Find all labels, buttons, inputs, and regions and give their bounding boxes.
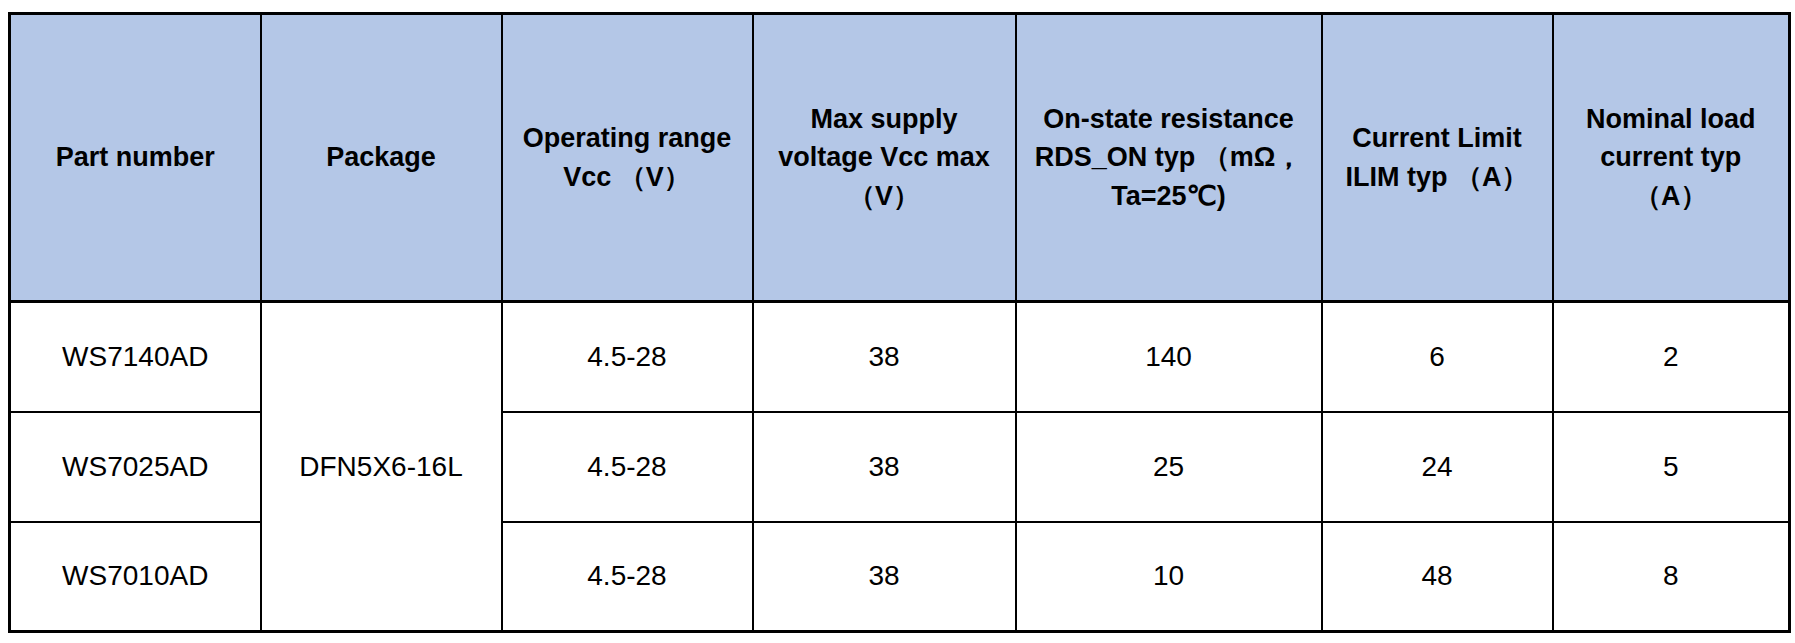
cell-rds-on: 140 bbox=[1016, 302, 1322, 412]
cell-rds-on: 10 bbox=[1016, 522, 1322, 632]
col-header-part-number: Part number bbox=[10, 14, 261, 302]
cell-max-supply-voltage: 38 bbox=[753, 412, 1016, 522]
col-header-operating-range: Operating range Vcc （V） bbox=[502, 14, 753, 302]
cell-nominal-load-current: 5 bbox=[1553, 412, 1790, 522]
cell-package-merged: DFN5X6-16L bbox=[261, 302, 502, 632]
col-header-current-limit: Current Limit ILIM typ （A） bbox=[1322, 14, 1553, 302]
header-row: Part number Package Operating range Vcc … bbox=[10, 14, 1790, 302]
cell-part-number: WS7025AD bbox=[10, 412, 261, 522]
col-header-nominal-load-current: Nominal load current typ （A） bbox=[1553, 14, 1790, 302]
cell-max-supply-voltage: 38 bbox=[753, 522, 1016, 632]
cell-max-supply-voltage: 38 bbox=[753, 302, 1016, 412]
cell-nominal-load-current: 8 bbox=[1553, 522, 1790, 632]
col-header-package: Package bbox=[261, 14, 502, 302]
cell-current-limit: 6 bbox=[1322, 302, 1553, 412]
cell-nominal-load-current: 2 bbox=[1553, 302, 1790, 412]
cell-current-limit: 48 bbox=[1322, 522, 1553, 632]
cell-part-number: WS7010AD bbox=[10, 522, 261, 632]
cell-operating-range: 4.5-28 bbox=[502, 302, 753, 412]
cell-part-number: WS7140AD bbox=[10, 302, 261, 412]
table-row-ws7140ad: WS7140AD DFN5X6-16L 4.5-28 38 140 6 2 bbox=[10, 302, 1790, 412]
col-header-rds-on: On-state resistance RDS_ON typ （mΩ，Ta=25… bbox=[1016, 14, 1322, 302]
cell-operating-range: 4.5-28 bbox=[502, 412, 753, 522]
parts-table: Part number Package Operating range Vcc … bbox=[8, 12, 1791, 633]
table-container: Part number Package Operating range Vcc … bbox=[0, 0, 1795, 638]
col-header-max-supply-voltage: Max supply voltage Vcc max （V） bbox=[753, 14, 1016, 302]
cell-current-limit: 24 bbox=[1322, 412, 1553, 522]
cell-operating-range: 4.5-28 bbox=[502, 522, 753, 632]
cell-rds-on: 25 bbox=[1016, 412, 1322, 522]
